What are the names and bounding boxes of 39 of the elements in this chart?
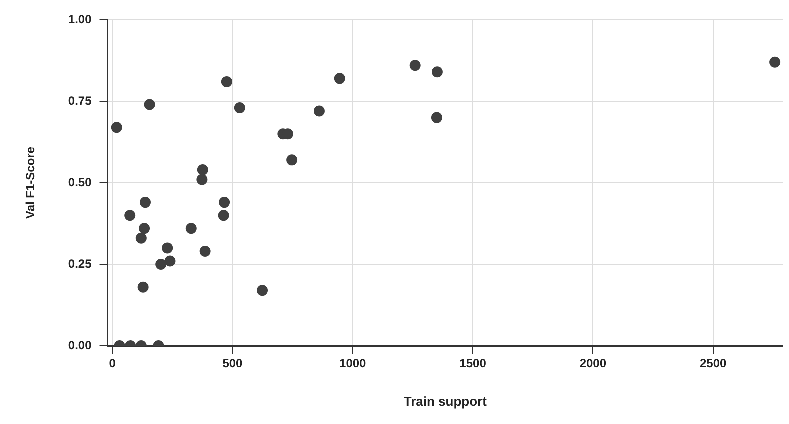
x-tick-label: 1000 [340, 356, 367, 371]
point [164, 256, 176, 267]
x-tick-label: 1500 [460, 356, 487, 371]
point [144, 99, 156, 110]
point [432, 66, 443, 78]
point [314, 106, 325, 117]
point [162, 242, 174, 254]
point [186, 223, 197, 234]
point [334, 73, 346, 84]
point [111, 122, 122, 134]
x-tick-label: 500 [222, 356, 244, 371]
point [286, 154, 298, 166]
y-tick-label: 0.00 [68, 338, 92, 352]
point [257, 285, 268, 296]
point [219, 197, 230, 208]
point [138, 282, 149, 293]
y-tick-label: 1.00 [68, 12, 92, 26]
x-tick-label: 2500 [700, 356, 727, 371]
point [218, 210, 230, 222]
point [234, 102, 246, 114]
point [221, 76, 232, 88]
y-tick-label: 0.25 [68, 256, 92, 271]
point [196, 174, 208, 186]
point [200, 246, 211, 257]
point [156, 259, 167, 270]
y-tick-label: 0.75 [68, 94, 92, 108]
x-tick-label: 0 [109, 356, 116, 371]
point [431, 112, 442, 124]
point [139, 223, 150, 234]
point [770, 56, 781, 68]
y-tick-label: 0.50 [68, 175, 92, 190]
x-tick-label: 2000 [580, 356, 607, 371]
y-axis-title: Val F1-Score [24, 146, 38, 220]
x-axis-title: Train support [404, 394, 488, 409]
point [136, 232, 147, 244]
point [197, 164, 208, 176]
point [410, 60, 421, 72]
point [124, 210, 136, 222]
point [140, 197, 151, 208]
